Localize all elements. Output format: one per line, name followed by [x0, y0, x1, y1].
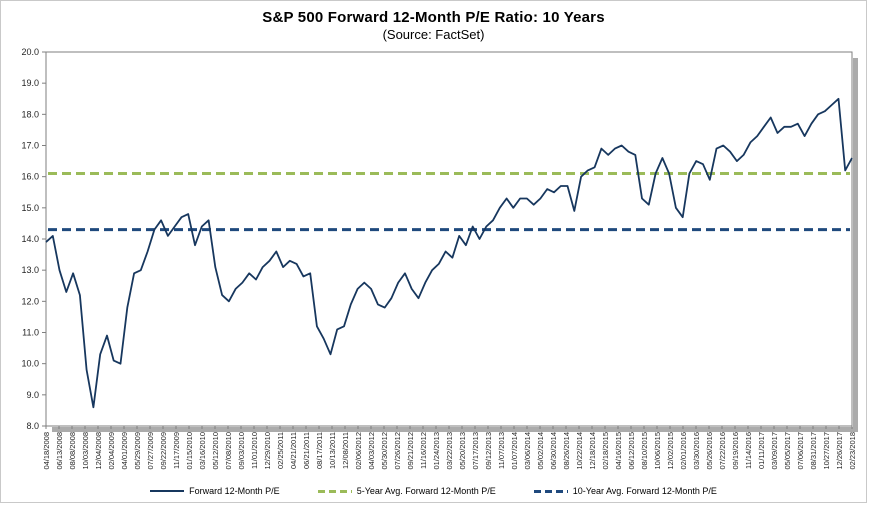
x-tick-label: 07/22/2016 [717, 432, 726, 470]
legend-label-5yr-avg: 5-Year Avg. Forward 12-Month P/E [356, 486, 496, 496]
x-tick-label: 02/25/2011 [275, 432, 284, 469]
x-tick-label: 05/20/2013 [457, 432, 466, 470]
legend-label-forward-pe: Forward 12-Month P/E [189, 486, 280, 496]
y-tick-label: 16.0 [21, 172, 39, 182]
x-tick-label: 12/02/2015 [665, 432, 674, 470]
legend-item-forward-pe: Forward 12-Month P/E [150, 486, 280, 496]
x-tick-label: 07/27/2009 [145, 432, 154, 470]
y-tick-label: 18.0 [21, 109, 39, 119]
x-tick-label: 03/16/2010 [197, 432, 206, 470]
legend-swatch-5yr-avg [317, 489, 352, 493]
x-tick-label: 01/15/2010 [184, 432, 193, 470]
x-tick-label: 06/13/2008 [54, 432, 63, 470]
legend-swatch-10yr-avg [533, 489, 568, 493]
chart-subtitle: (Source: FactSet) [382, 27, 485, 42]
y-tick-label: 17.0 [21, 141, 39, 151]
y-tick-label: 10.0 [21, 359, 39, 369]
x-tick-label: 06/21/2011 [301, 432, 310, 469]
x-tick-label: 12/18/2014 [587, 432, 596, 470]
forward-pe-line [44, 97, 853, 409]
y-tick-label: 15.0 [21, 203, 39, 213]
x-tick-label: 04/01/2009 [119, 432, 128, 470]
x-tick-label: 03/09/2017 [769, 432, 778, 470]
x-tick-label: 10/27/2017 [821, 432, 830, 470]
x-tick-label: 01/07/2014 [509, 432, 518, 470]
x-tick-label: 03/22/2013 [444, 432, 453, 470]
legend-swatch-forward-pe [150, 490, 185, 492]
x-tick-label: 07/06/2017 [795, 432, 804, 470]
x-tick-label: 02/04/2009 [106, 432, 115, 470]
y-tick-label: 8.0 [26, 421, 39, 431]
x-tick-label: 10/22/2014 [574, 432, 583, 470]
x-tick-label: 01/24/2013 [431, 432, 440, 470]
legend-label-10yr-avg: 10-Year Avg. Forward 12-Month P/E [572, 486, 717, 496]
y-tick-label: 20.0 [21, 47, 39, 57]
x-tick-label: 04/03/2012 [366, 432, 375, 470]
x-tick-label: 05/26/2016 [704, 432, 713, 470]
x-tick-label: 11/17/2009 [171, 432, 180, 469]
x-tick-label: 05/12/2010 [210, 432, 219, 470]
x-tick-label: 12/04/2008 [93, 432, 102, 470]
y-tick-label: 11.0 [22, 328, 39, 338]
x-tick-label: 03/06/2014 [522, 432, 531, 470]
x-tick-label: 04/21/2011 [288, 432, 297, 469]
x-tick-label: 05/30/2012 [379, 432, 388, 470]
x-tick-label: 04/18/2008 [41, 432, 50, 470]
x-tick-label: 02/01/2016 [678, 432, 687, 470]
x-tick-label: 09/22/2009 [158, 432, 167, 470]
chart-title: S&P 500 Forward 12-Month P/E Ratio: 10 Y… [262, 9, 605, 26]
x-tick-label: 10/06/2015 [652, 432, 661, 470]
x-tick-label: 10/03/2008 [80, 432, 89, 470]
x-tick-label: 11/01/2010 [249, 432, 258, 469]
y-tick-label: 9.0 [26, 390, 39, 400]
x-tick-label: 08/10/2015 [639, 432, 648, 470]
x-tick-label: 09/21/2012 [405, 432, 414, 470]
x-tick-label: 09/03/2010 [236, 432, 245, 470]
chart-canvas: 20.0 19.0 18.0 17.0 16.0 15.0 14.0 13.0 12.0 11.0… [21, 47, 858, 470]
x-tick-label: 02/18/2015 [600, 432, 609, 470]
x-tick-label: 06/30/2014 [548, 432, 557, 470]
y-tick-label: 12.0 [21, 296, 39, 306]
x-tick-label: 09/12/2013 [483, 432, 492, 470]
x-tick-label: 08/08/2008 [67, 432, 76, 470]
x-tick-label: 08/17/2011 [314, 432, 323, 469]
x-tick-label: 10/13/2011 [327, 432, 336, 469]
y-tick-label: 19.0 [21, 78, 39, 88]
x-tick-label: 06/12/2015 [626, 432, 635, 470]
x-tick-label: 12/26/2017 [834, 432, 843, 470]
legend-item-5yr-avg: 5-Year Avg. Forward 12-Month P/E [317, 486, 496, 496]
plot-shadow-right [852, 58, 858, 432]
x-tick-label: 05/29/2009 [132, 432, 141, 470]
x-tick-label: 07/08/2010 [223, 432, 232, 470]
x-tick-label: 02/23/2018 [847, 432, 856, 470]
x-tick-label: 08/26/2014 [561, 432, 570, 470]
y-tick-label: 13.0 [21, 265, 39, 275]
x-tick-label: 05/02/2014 [535, 432, 544, 470]
x-tick-label: 11/14/2016 [743, 432, 752, 469]
x-tick-label: 12/08/2011 [340, 432, 349, 469]
x-tick-label: 02/06/2012 [353, 432, 362, 470]
x-tick-label: 07/26/2012 [392, 432, 401, 470]
x-tick-label: 11/16/2012 [418, 432, 427, 469]
legend-item-10yr-avg: 10-Year Avg. Forward 12-Month P/E [533, 486, 717, 496]
x-tick-label: 01/11/2017 [756, 432, 765, 469]
x-tick-label: 12/29/2010 [262, 432, 271, 470]
x-tick-label: 03/30/2016 [691, 432, 700, 470]
legend: Forward 12-Month P/E 5-Year Avg. Forward… [1, 486, 866, 496]
x-tick-label: 09/19/2016 [730, 432, 739, 470]
plot-region: 20.0 19.0 18.0 17.0 16.0 15.0 14.0 13.0 12.0 11.0… [1, 46, 866, 480]
x-tick-label: 07/17/2013 [470, 432, 479, 470]
plot-shadow-bottom [51, 427, 858, 432]
x-tick-label: 11/07/2013 [496, 432, 505, 469]
plot-area [45, 51, 852, 427]
x-tick-label: 04/16/2015 [613, 432, 622, 470]
x-tick-label: 05/05/2017 [782, 432, 791, 470]
x-tick-label: 08/31/2017 [808, 432, 817, 470]
y-tick-label: 14.0 [21, 234, 39, 244]
